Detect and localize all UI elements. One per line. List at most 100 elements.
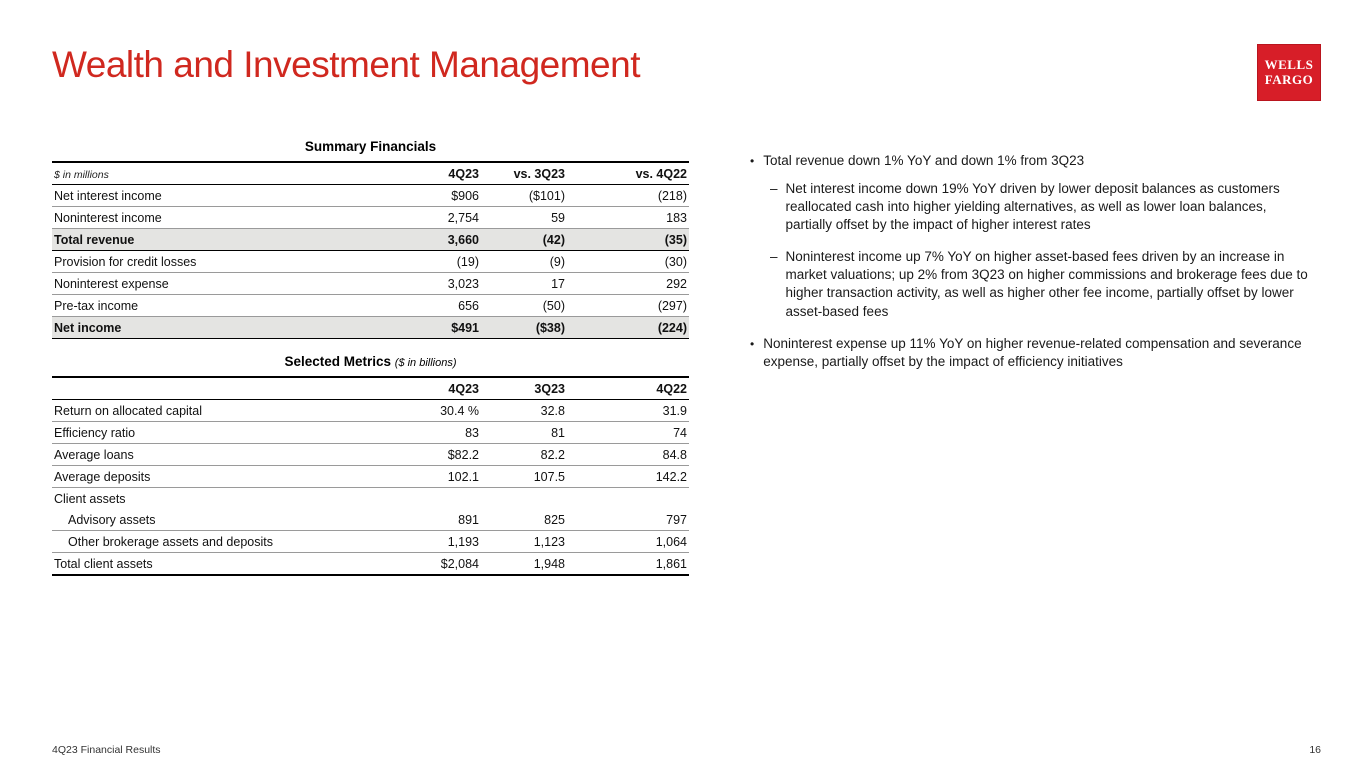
row-label: Net interest income: [52, 184, 386, 207]
cell-value: ($101): [481, 184, 567, 207]
cell-value: (35): [567, 228, 689, 251]
cell-value: 1,948: [481, 552, 567, 576]
sub-bullet-item: – Net interest income down 19% YoY driven…: [770, 180, 1310, 234]
table-row: Noninterest income 2,754 59 183: [52, 206, 689, 229]
cell-value: 3,023: [386, 272, 481, 295]
selected-metrics-section: Selected Metrics ($ in billions) 4Q23 3Q…: [52, 354, 689, 576]
row-label: Noninterest income: [52, 206, 386, 229]
column-header: 4Q23: [386, 162, 481, 185]
cell-value: 142.2: [567, 465, 689, 488]
row-label: Advisory assets: [52, 509, 386, 531]
unit-note: $ in millions: [52, 162, 386, 185]
cell-value: 82.2: [481, 443, 567, 466]
table-row: Total client assets $2,084 1,948 1,861: [52, 552, 689, 576]
cell-value: 1,064: [567, 530, 689, 553]
cell-value: 1,193: [386, 530, 481, 553]
cell-value: 17: [481, 272, 567, 295]
table-row: Efficiency ratio 83 81 74: [52, 421, 689, 444]
selected-metrics-title-text: Selected Metrics: [284, 354, 392, 369]
cell-value: 107.5: [481, 465, 567, 488]
cell-value: 797: [567, 509, 689, 531]
cell-value: 292: [567, 272, 689, 295]
cell-value: 656: [386, 294, 481, 317]
row-label: Noninterest expense: [52, 272, 386, 295]
cell-value: 102.1: [386, 465, 481, 488]
cell-value: 74: [567, 421, 689, 444]
bullet-marker: •: [750, 154, 755, 168]
table-row: Pre-tax income 656 (50) (297): [52, 294, 689, 317]
row-label: Total revenue: [52, 228, 386, 251]
row-label: Pre-tax income: [52, 294, 386, 317]
table-row: Average deposits 102.1 107.5 142.2: [52, 465, 689, 488]
row-label: Provision for credit losses: [52, 250, 386, 273]
cell-value: 2,754: [386, 206, 481, 229]
financials-section: Summary Financials $ in millions 4Q23 vs…: [52, 139, 689, 576]
table-row: Net income $491 ($38) (224): [52, 316, 689, 339]
cell-value: $2,084: [386, 552, 481, 576]
header: Wealth and Investment Management WELLS F…: [52, 44, 1321, 101]
cell-value: 83: [386, 421, 481, 444]
cell-value: [481, 488, 567, 510]
column-header: 3Q23: [481, 377, 567, 400]
cell-value: (50): [481, 294, 567, 317]
cell-value: (224): [567, 316, 689, 339]
sub-bullet-marker: –: [770, 181, 778, 197]
table-row: Net interest income $906 ($101) (218): [52, 184, 689, 207]
commentary-section: • Total revenue down 1% YoY and down 1% f…: [748, 152, 1310, 381]
table-row: Average loans $82.2 82.2 84.8: [52, 443, 689, 466]
column-header: vs. 3Q23: [481, 162, 567, 185]
row-label: Efficiency ratio: [52, 421, 386, 444]
footer: 4Q23 Financial Results 16: [52, 744, 1321, 756]
bullet-marker: •: [750, 336, 755, 351]
bullet-item: • Noninterest expense up 11% YoY on highe…: [748, 335, 1310, 371]
table-row: Client assets: [52, 488, 689, 510]
logo-text-line1: WELLS: [1264, 56, 1314, 72]
table-row: Other brokerage assets and deposits 1,193…: [52, 530, 689, 553]
bullet-text: Noninterest expense up 11% YoY on higher…: [763, 335, 1302, 369]
cell-value: (9): [481, 250, 567, 273]
table-row: Provision for credit losses (19) (9) (30): [52, 250, 689, 273]
cell-value: (19): [386, 250, 481, 273]
column-header: vs. 4Q22: [567, 162, 689, 185]
row-label: Average deposits: [52, 465, 386, 488]
table-row: Advisory assets 891 825 797: [52, 509, 689, 531]
column-header: 4Q23: [386, 377, 481, 400]
cell-value: [567, 488, 689, 510]
cell-value: 891: [386, 509, 481, 531]
row-label: Return on allocated capital: [52, 399, 386, 422]
bullet-text: Total revenue down 1% YoY and down 1% fr…: [763, 153, 1085, 168]
cell-value: 31.9: [567, 399, 689, 422]
cell-value: $906: [386, 184, 481, 207]
logo-text-line2: FARGO: [1264, 71, 1314, 87]
cell-value: (297): [567, 294, 689, 317]
sub-bullet-item: – Noninterest income up 7% YoY on higher …: [770, 248, 1310, 320]
sub-bullet-text: Noninterest income up 7% YoY on higher a…: [785, 249, 1308, 319]
sub-bullet-marker: –: [770, 249, 778, 265]
page-number: 16: [1309, 744, 1321, 756]
cell-value: ($38): [481, 316, 567, 339]
cell-value: 1,123: [481, 530, 567, 553]
cell-value: 183: [567, 206, 689, 229]
cell-value: 3,660: [386, 228, 481, 251]
bullet-item: • Total revenue down 1% YoY and down 1% f…: [748, 152, 1310, 170]
cell-value: (30): [567, 250, 689, 273]
table-row: Noninterest expense 3,023 17 292: [52, 272, 689, 295]
cell-value: 30.4 %: [386, 399, 481, 422]
cell-value: 32.8: [481, 399, 567, 422]
cell-value: $82.2: [386, 443, 481, 466]
selected-metrics-table: 4Q23 3Q23 4Q22 Return on allocated capit…: [52, 376, 689, 576]
metrics-header-spacer: [52, 377, 386, 400]
metrics-header-row: 4Q23 3Q23 4Q22: [52, 377, 689, 400]
row-label: Client assets: [54, 491, 126, 506]
cell-value: 84.8: [567, 443, 689, 466]
cell-value: 59: [481, 206, 567, 229]
row-label: Average loans: [52, 443, 386, 466]
selected-metrics-title: Selected Metrics ($ in billions): [52, 354, 689, 369]
cell-value: (218): [567, 184, 689, 207]
cell-value: 825: [481, 509, 567, 531]
cell-value: 81: [481, 421, 567, 444]
row-label: Total client assets: [52, 552, 386, 576]
page-title: Wealth and Investment Management: [52, 44, 641, 85]
summary-financials-title: Summary Financials: [304, 139, 437, 154]
